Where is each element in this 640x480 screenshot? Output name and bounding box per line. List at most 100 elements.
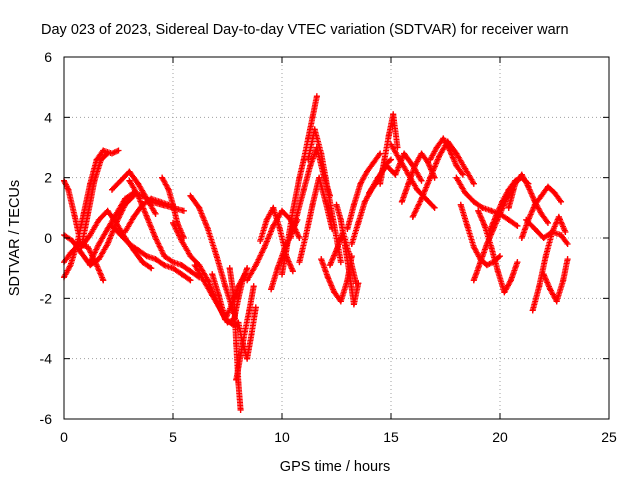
- data-point: [453, 150, 460, 157]
- data-point: [104, 241, 111, 248]
- chart-title: Day 023 of 2023, Sidereal Day-to-day VTE…: [41, 22, 569, 38]
- data-point: [477, 259, 484, 266]
- data-point: [237, 352, 244, 359]
- data-point: [178, 262, 185, 269]
- data-point: [316, 174, 323, 181]
- data-point: [104, 225, 111, 232]
- data-point: [143, 253, 150, 260]
- data-point: [331, 289, 338, 296]
- data-point: [268, 286, 275, 293]
- data-point: [113, 210, 120, 217]
- data-point: [302, 231, 309, 238]
- data-point: [409, 213, 416, 220]
- data-point: [241, 271, 248, 278]
- data-point: [357, 180, 364, 187]
- x-tick-label: 20: [492, 429, 508, 445]
- data-point: [475, 207, 482, 214]
- data-point: [100, 277, 107, 284]
- y-tick-label: -6: [40, 411, 53, 427]
- data-point: [564, 256, 571, 263]
- data-point: [187, 253, 194, 260]
- x-tick-label: 5: [169, 429, 177, 445]
- x-tick-label: 10: [274, 429, 290, 445]
- data-point: [296, 259, 303, 266]
- data-point: [104, 207, 111, 214]
- series-track-40: [475, 207, 521, 296]
- data-point: [464, 222, 471, 229]
- data-point: [244, 265, 251, 272]
- data-point: [560, 277, 567, 284]
- data-point: [401, 150, 408, 157]
- data-point: [159, 174, 166, 181]
- data-point: [178, 271, 185, 278]
- data-point: [418, 177, 425, 184]
- data-point: [244, 355, 251, 362]
- data-point: [462, 189, 469, 196]
- data-point: [209, 292, 216, 299]
- data-point: [331, 222, 338, 229]
- data-point: [294, 210, 301, 217]
- data-point: [309, 201, 316, 208]
- data-point: [78, 244, 85, 251]
- series-track-39: [470, 186, 517, 284]
- data-point: [342, 244, 349, 251]
- data-point: [95, 216, 102, 223]
- data-point: [544, 219, 551, 226]
- data-point: [296, 235, 303, 241]
- data-point: [289, 207, 296, 214]
- data-point: [470, 180, 477, 187]
- data-point: [377, 150, 384, 157]
- data-point: [542, 253, 549, 260]
- data-point: [84, 210, 91, 217]
- x-tick-label: 15: [383, 429, 399, 445]
- data-point: [536, 283, 543, 290]
- y-tick-label: -4: [40, 351, 53, 367]
- data-point: [148, 195, 155, 202]
- data-point: [117, 177, 124, 184]
- data-point: [161, 253, 168, 260]
- data-point: [562, 228, 569, 235]
- data-point: [547, 286, 554, 293]
- data-point: [283, 247, 290, 254]
- data-point: [453, 174, 460, 181]
- data-point: [564, 241, 571, 248]
- data-point: [187, 277, 194, 284]
- data-point: [483, 262, 490, 269]
- data-point: [91, 177, 98, 184]
- data-point: [427, 174, 434, 181]
- data-point: [555, 213, 562, 220]
- data-point: [235, 283, 242, 290]
- data-point: [113, 219, 120, 226]
- data-point: [479, 204, 486, 211]
- series-track-35: [409, 138, 477, 220]
- data-point: [512, 180, 519, 187]
- data-point: [501, 289, 508, 296]
- data-point: [337, 298, 344, 305]
- series-track-29: [344, 150, 384, 232]
- data-point: [514, 259, 521, 266]
- data-point: [226, 265, 233, 272]
- data-point: [558, 198, 565, 205]
- data-point: [233, 376, 240, 383]
- data-point: [470, 244, 477, 251]
- data-point: [355, 219, 362, 226]
- data-point: [551, 189, 558, 196]
- series-track-44: [529, 213, 569, 314]
- data-point: [135, 247, 142, 254]
- data-point: [488, 207, 495, 214]
- series-track-36: [427, 135, 466, 178]
- data-point: [333, 201, 340, 208]
- data-point: [237, 406, 244, 413]
- data-point: [518, 171, 525, 178]
- data-point: [385, 132, 392, 139]
- data-point: [337, 216, 344, 223]
- data-point: [279, 271, 285, 278]
- data-point: [115, 147, 122, 154]
- data-point: [108, 186, 115, 193]
- series-track-18: [235, 304, 259, 362]
- data-point: [170, 259, 176, 266]
- data-point: [270, 204, 277, 211]
- data-point: [346, 271, 353, 278]
- data-point: [388, 141, 394, 148]
